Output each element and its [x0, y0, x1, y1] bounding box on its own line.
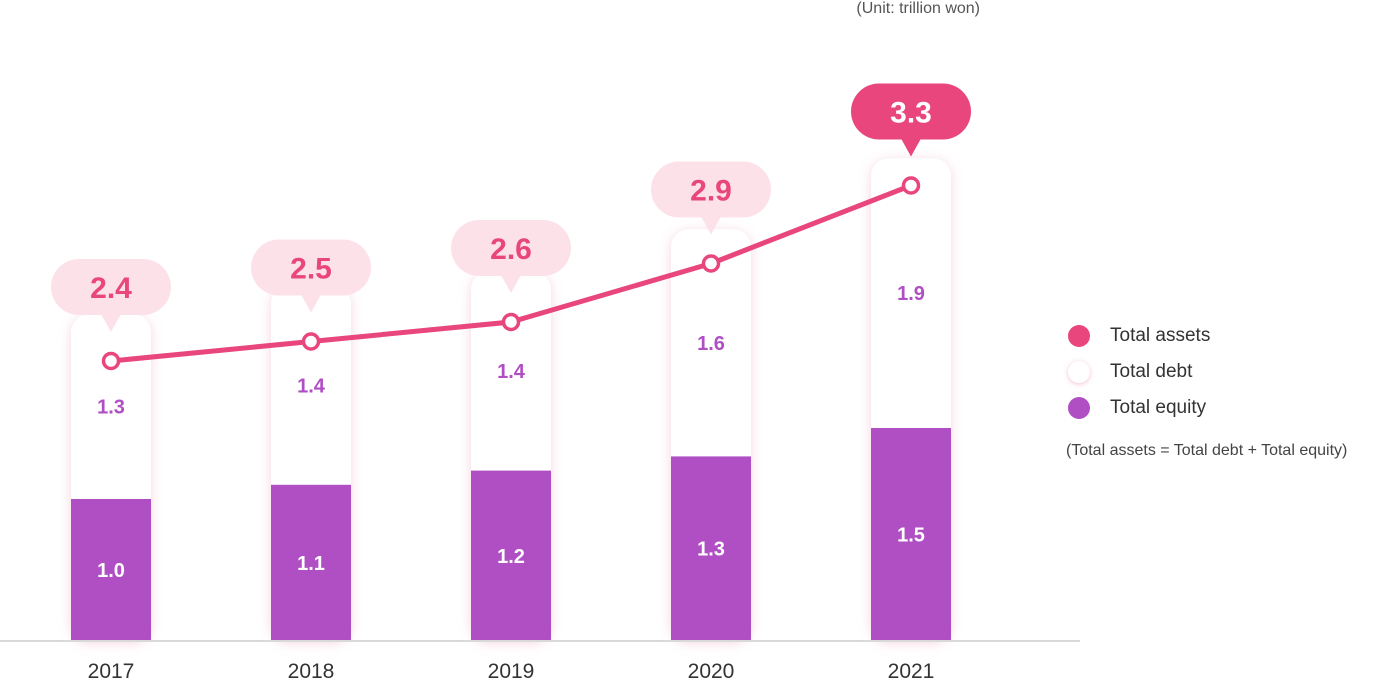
- total-assets-value-label: 2.9: [690, 175, 732, 208]
- legend-label: Total equity: [1110, 397, 1207, 418]
- equity-bar: [871, 428, 951, 641]
- total-assets-point: [301, 332, 321, 351]
- callout-bubble: [851, 83, 971, 140]
- total-assets-dot-icon: [1068, 325, 1090, 347]
- total-assets-callout: 2.4: [51, 259, 171, 332]
- callout-pointer: [301, 294, 321, 313]
- total-assets-point: [101, 351, 121, 371]
- equity-value-label: 1.2: [497, 546, 525, 568]
- callout-pointer: [901, 138, 921, 157]
- equity-bar: [671, 456, 751, 641]
- total-assets-value-label: 3.3: [890, 97, 932, 130]
- legend-label: Total debt: [1110, 361, 1193, 382]
- total-equity-dot-icon: [1068, 397, 1090, 419]
- legend-item-total-assets: Total assets: [1068, 318, 1210, 354]
- total-assets-value-label: 2.4: [90, 272, 132, 305]
- callout-pointer: [501, 275, 521, 293]
- formula-note: (Total assets = Total debt + Total equit…: [1066, 442, 1348, 459]
- legend-item-total-equity: Total equity: [1068, 390, 1210, 426]
- callout-pointer: [701, 216, 721, 235]
- callout-bubble: [651, 161, 771, 218]
- total-assets-point: [701, 254, 721, 273]
- total-assets-value-label: 2.6: [490, 233, 532, 266]
- total-assets-callout: 2.5: [251, 239, 371, 313]
- total-assets-callout: 2.9: [651, 161, 771, 235]
- debt-value-label: 1.4: [297, 375, 326, 397]
- x-tick-label: 2019: [488, 660, 535, 683]
- callout-bubble: [251, 239, 371, 296]
- equity-bar: [471, 470, 551, 641]
- x-tick-label: 2018: [288, 660, 335, 683]
- equity-value-label: 1.5: [897, 525, 925, 547]
- x-tick-label: 2017: [88, 660, 135, 683]
- total-assets-callout: 3.3: [851, 83, 971, 157]
- callout-bubble: [51, 259, 171, 315]
- equity-value-label: 1.0: [97, 560, 125, 582]
- total-debt-dot-icon: [1068, 361, 1090, 383]
- legend-item-total-debt: Total debt: [1068, 354, 1210, 390]
- total-assets-point: [901, 176, 921, 195]
- debt-value-label: 1.9: [897, 283, 925, 305]
- legend-label: Total assets: [1110, 325, 1211, 346]
- callout-pointer: [101, 314, 121, 332]
- total-assets-value-label: 2.5: [290, 253, 332, 286]
- equity-bar: [271, 484, 351, 641]
- unit-note: (Unit: trillion won): [856, 0, 980, 17]
- equity-value-label: 1.1: [297, 553, 325, 575]
- debt-value-label: 1.6: [697, 333, 725, 355]
- equity-value-label: 1.3: [697, 539, 725, 561]
- equity-bar: [71, 499, 151, 641]
- total-assets-point: [501, 312, 521, 332]
- debt-value-label: 1.3: [97, 397, 125, 419]
- total-assets-callout: 2.6: [451, 220, 571, 293]
- x-tick-label: 2020: [688, 660, 735, 683]
- callout-bubble: [451, 220, 571, 276]
- debt-value-label: 1.4: [497, 361, 526, 383]
- legend: Total assets Total debt Total equity: [1068, 318, 1210, 426]
- x-tick-label: 2021: [888, 660, 935, 683]
